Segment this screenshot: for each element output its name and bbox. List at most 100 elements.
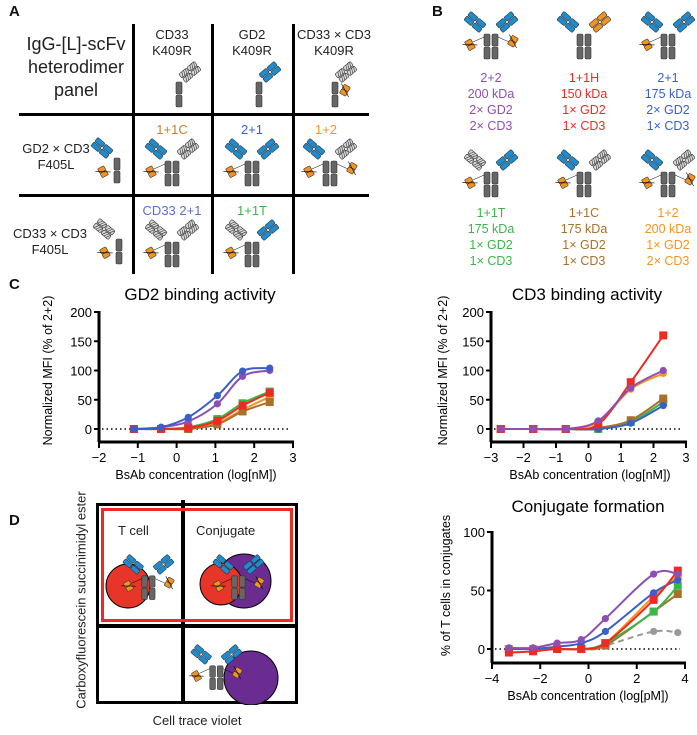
data-point (649, 595, 658, 604)
y-tick-label: 100 (70, 364, 92, 379)
format-name: 1+2 (657, 206, 679, 220)
data-point (601, 639, 610, 648)
antibody-icon (301, 138, 358, 187)
format-name: 2+2 (480, 71, 502, 85)
fab-arm-left (212, 554, 234, 575)
format-description: 1+2 200 kDa 1× GD2 2× CD3 (645, 205, 692, 269)
fc-domain (149, 575, 156, 588)
fc-domain (491, 171, 499, 185)
gd2-valency: 1× GD2 (646, 238, 690, 252)
scfv-domain (95, 165, 111, 178)
fc-domain (244, 173, 252, 187)
fab-arm-right (672, 149, 696, 171)
format-name: 2+1 (657, 71, 679, 85)
fc-domain (331, 94, 339, 108)
data-point (529, 425, 537, 433)
x-tick-label: 2 (633, 671, 640, 686)
fc-domain (244, 254, 252, 268)
fc-domain (576, 184, 584, 198)
grid-line (292, 24, 295, 274)
fc-domain (175, 81, 183, 95)
fab-arm-right (256, 219, 280, 241)
fc-domain (164, 254, 172, 268)
x-tick-label: 2 (650, 450, 657, 465)
cd3-binding-chart: CD3 binding activity BsAb concentration (… (436, 285, 690, 482)
conjugate-gate (101, 508, 293, 622)
gd2-valency: 1× GD2 (562, 238, 606, 252)
x-tick-label: 1 (617, 450, 624, 465)
cell-label: 1+1C (156, 122, 188, 137)
fc-domain (576, 46, 584, 60)
fab-arm-left (463, 149, 487, 171)
fc-domain (217, 677, 224, 690)
data-point (627, 384, 635, 392)
scfv-domain (301, 165, 317, 178)
fc-domain (175, 94, 183, 108)
x-tick-label: 3 (289, 450, 296, 465)
fc-domain (255, 81, 263, 95)
fab-arm-right (495, 149, 519, 171)
header-line: K409R (314, 43, 354, 58)
chart-title: CD3 binding activity (512, 285, 663, 304)
antibody-icon (211, 554, 265, 600)
fc-domain (330, 160, 338, 174)
x-tick-label: 0 (585, 671, 592, 686)
data-point (553, 639, 561, 647)
scfv-domain (121, 580, 136, 592)
header-line: K409R (232, 43, 272, 58)
data-point (659, 394, 668, 403)
chart-title: Conjugate formation (511, 497, 664, 516)
fc-domain (231, 587, 238, 600)
data-point (673, 590, 682, 599)
fab-arm-right (243, 554, 265, 575)
data-point (505, 644, 513, 652)
fab-arm-right (221, 644, 243, 665)
scfv-domain (189, 670, 204, 682)
data-point (213, 416, 222, 425)
fab-arm-left (224, 219, 248, 241)
fc-domain (217, 665, 224, 678)
flow-plot-frame (96, 503, 298, 704)
scfv-domain (639, 176, 655, 189)
title-line: IgG-[L]-scFv (26, 34, 126, 54)
format-name: 1+1T (476, 206, 506, 220)
data-point (553, 645, 562, 653)
scfv-domain (555, 176, 571, 189)
x-tick-label: −1 (130, 450, 145, 465)
header-line: CD33 (155, 27, 189, 42)
x-tick-label: 3 (682, 450, 689, 465)
antibody-icon (639, 11, 696, 60)
fc-domain (209, 665, 216, 678)
antibody-icon (556, 11, 612, 60)
data-point (650, 627, 658, 636)
header-line: GD2 (238, 27, 266, 42)
molecular-weight: 175 kDa (467, 222, 515, 236)
header-line: GD2 × CD3 (22, 141, 90, 156)
panel-d-label: D (9, 512, 20, 529)
y-axis-label: Normalized MFI (% of 2+2) (41, 296, 55, 446)
fc-domain (483, 33, 491, 47)
gd2-valency: 1× GD2 (469, 238, 513, 252)
fc-domain (584, 184, 592, 198)
fc-domain (149, 587, 156, 600)
grid-line (19, 194, 369, 197)
y-tick-label: 0 (85, 422, 92, 437)
y-tick-label: 100 (462, 364, 484, 379)
data-point (529, 644, 537, 652)
fc-domain (668, 33, 676, 47)
fc-domain (491, 46, 499, 60)
data-point (649, 607, 658, 616)
row-header: GD2 × CD3 F405L (22, 141, 90, 173)
x-tick-label: 4 (681, 671, 688, 686)
fc-domain (576, 33, 584, 47)
antibody-icon (255, 61, 282, 108)
x-axis-label: Cell trace violet (152, 713, 242, 728)
data-point (594, 417, 602, 425)
row-header: CD33 × CD3 F405L (13, 226, 87, 258)
y-axis-label: % of T cells in conjugates (439, 515, 453, 656)
format-description: 1+1H 150 kDa 1× GD2 1× CD3 (561, 70, 608, 134)
cd3-valency: 1× CD3 (646, 119, 690, 133)
antibody-icon (331, 61, 358, 108)
antibody-icon (462, 11, 519, 60)
